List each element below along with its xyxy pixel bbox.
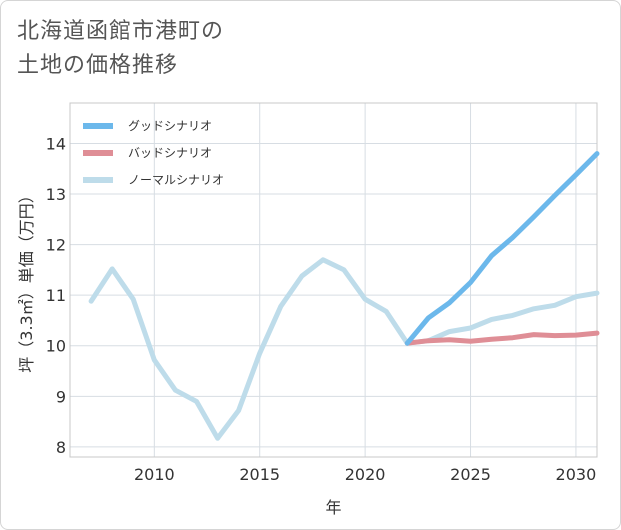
x-tick-label-2025: 2025: [450, 465, 491, 484]
y-tick-label-10: 10: [46, 337, 66, 356]
x-tick-label-2030: 2030: [556, 465, 597, 484]
chart-title: 北海道函館市港町の 土地の価格推移: [17, 19, 225, 78]
y-tick-label-12: 12: [46, 236, 66, 255]
x-tick-label-2015: 2015: [239, 465, 280, 484]
y-axis-label: 坪（3.3㎡）単価（万円）: [17, 187, 36, 372]
y-tick-label-9: 9: [56, 387, 66, 406]
legend-label-0: グッドシナリオ: [128, 119, 212, 133]
y-tick-label-13: 13: [46, 185, 66, 204]
x-tick-label-2010: 2010: [134, 465, 175, 484]
y-tick-label-14: 14: [46, 134, 66, 153]
x-axis-label: 年: [325, 498, 341, 517]
series-line-1: [404, 330, 600, 346]
x-tick-label-2020: 2020: [345, 465, 386, 484]
y-tick-label-8: 8: [56, 438, 66, 457]
series-line-0: [404, 151, 600, 346]
x-axis-ticks: 2010 2015 2020 2025 2030: [134, 465, 596, 484]
series-lines: [88, 151, 600, 441]
plot-area: [69, 102, 598, 458]
legend-label-1: バッドシナリオ: [128, 146, 212, 160]
series-line-2: [88, 257, 600, 441]
y-tick-label-11: 11: [46, 286, 66, 305]
y-axis-ticks: 8 9 10 11 12 13 14: [46, 134, 66, 456]
legend-label-2: ノーマルシナリオ: [128, 173, 224, 187]
